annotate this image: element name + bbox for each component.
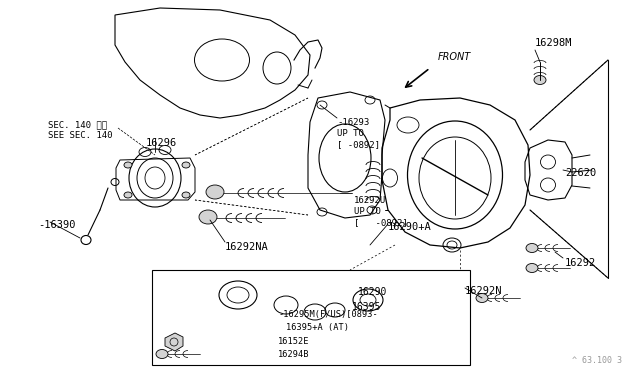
Ellipse shape <box>124 192 132 198</box>
Text: -16390: -16390 <box>38 220 76 230</box>
Text: 16292N: 16292N <box>465 286 502 296</box>
Text: FRONT: FRONT <box>438 52 471 62</box>
Ellipse shape <box>156 350 168 359</box>
Text: 22620: 22620 <box>565 168 596 178</box>
Text: 16292: 16292 <box>565 258 596 268</box>
Text: 16395: 16395 <box>352 302 381 312</box>
Text: 16292NA: 16292NA <box>225 242 269 252</box>
Ellipse shape <box>124 162 132 168</box>
Text: 16395+A (AT): 16395+A (AT) <box>286 323 349 332</box>
Text: -16293
UP TO
[ -0892]: -16293 UP TO [ -0892] <box>337 118 380 149</box>
Ellipse shape <box>182 162 190 168</box>
Text: SEC. 140 参照
SEE SEC. 140: SEC. 140 参照 SEE SEC. 140 <box>48 120 113 140</box>
Polygon shape <box>165 333 183 351</box>
Text: 16290+A: 16290+A <box>388 222 432 232</box>
Bar <box>152 270 470 365</box>
Ellipse shape <box>199 210 217 224</box>
Text: 16294B: 16294B <box>278 350 310 359</box>
Ellipse shape <box>534 76 546 84</box>
Text: 16290: 16290 <box>358 287 387 297</box>
Text: 16292U
UP TO
[   -0892]: 16292U UP TO [ -0892] <box>354 196 408 227</box>
Ellipse shape <box>206 185 224 199</box>
Ellipse shape <box>526 263 538 273</box>
Ellipse shape <box>476 294 488 302</box>
Text: ^ 63.100 3: ^ 63.100 3 <box>572 356 622 365</box>
Text: 16296: 16296 <box>146 138 177 148</box>
Ellipse shape <box>182 192 190 198</box>
Text: -16295M(F/US)[0893-: -16295M(F/US)[0893- <box>278 310 378 319</box>
Text: 16152E: 16152E <box>278 337 310 346</box>
Text: 16298M: 16298M <box>535 38 573 48</box>
Ellipse shape <box>526 244 538 253</box>
